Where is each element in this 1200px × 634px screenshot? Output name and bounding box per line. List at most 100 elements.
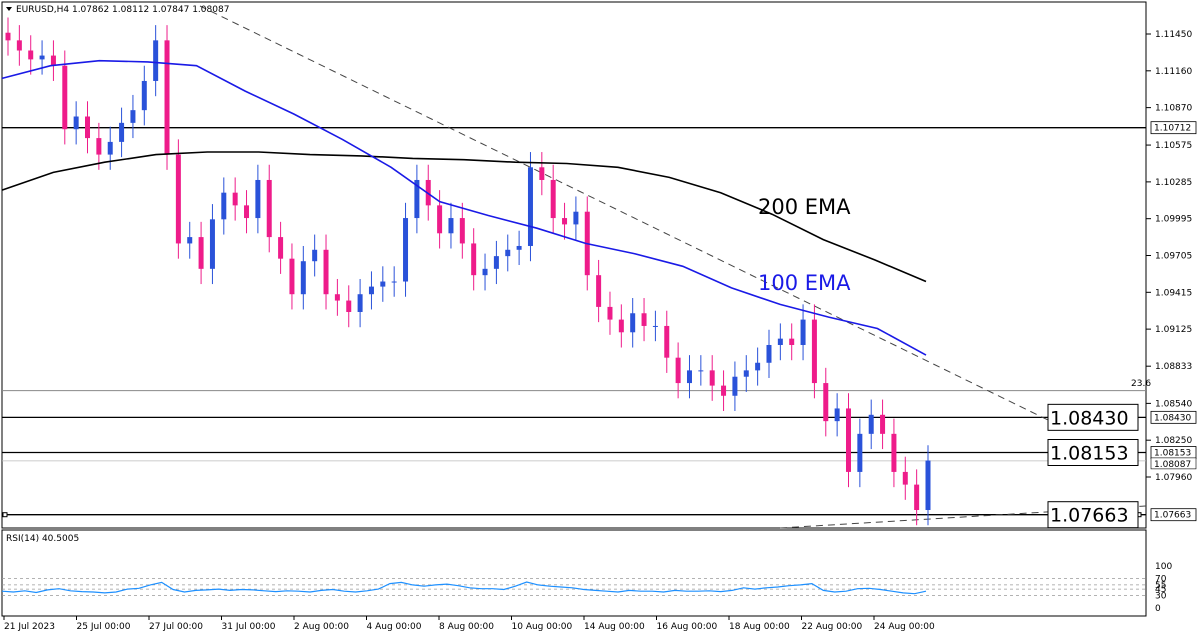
candle-body: [902, 471, 908, 485]
candle-body: [925, 460, 931, 511]
candle-body: [914, 484, 920, 511]
symbol-header: EURUSD,H4 1.07862 1.08112 1.07847 1.0808…: [16, 5, 229, 15]
price-tick-label: 1.11450: [1155, 30, 1192, 40]
candle-body: [686, 370, 692, 384]
candle-body: [391, 281, 397, 283]
time-tick-label: 18 Aug 00:00: [729, 622, 790, 632]
candle-body: [789, 338, 795, 345]
candle-body: [209, 219, 215, 269]
ema-lines: [1, 59, 927, 356]
candle-body: [516, 245, 522, 250]
candle-body: [28, 50, 34, 60]
level-callout-box: [1047, 501, 1139, 529]
candle-body: [448, 218, 454, 234]
candle-body: [175, 154, 181, 244]
level-axis-box: [1150, 508, 1197, 522]
dropdown-triangle-icon[interactable]: [6, 7, 12, 11]
candle-body: [630, 313, 636, 333]
horizontal-levels: [2, 127, 1146, 518]
candle-body: [800, 319, 806, 345]
time-tick-label: 4 Aug 00:00: [367, 622, 422, 632]
level-callout-box: [1047, 403, 1139, 431]
candle-body: [266, 179, 272, 238]
rsi-tick-label: 30: [1155, 591, 1167, 601]
candle-body: [62, 65, 68, 130]
price-axis: 1.11450 1.11160 1.10870 1.10575 1.10285 1.099…: [1146, 30, 1197, 522]
time-tick-label: 8 Aug 00:00: [439, 622, 494, 632]
ema100-label: 100 EMA: [758, 271, 851, 295]
candle-body: [16, 40, 22, 51]
time-tick-label: 2 Aug 00:00: [294, 622, 349, 632]
candle-body: [698, 370, 704, 372]
candle-body: [380, 281, 386, 287]
candle-body: [130, 110, 136, 123]
candle-body: [641, 313, 647, 326]
current-price-box: [1150, 457, 1197, 470]
price-tick-label: 1.09705: [1155, 252, 1192, 262]
candle-body: [198, 237, 204, 269]
level-axis-box: [1150, 410, 1197, 424]
price-tick-label: 1.09995: [1155, 215, 1192, 225]
candle-body: [505, 249, 511, 257]
candle-body: [232, 192, 238, 206]
candle-body: [493, 256, 499, 269]
candle-body: [153, 40, 159, 81]
candle-body: [437, 205, 443, 234]
rsi-line-group: [1, 581, 927, 595]
candle-body: [664, 325, 670, 358]
candle-body: [550, 179, 556, 219]
candle-body: [539, 167, 545, 180]
price-tick-label: 1.08540: [1155, 399, 1192, 409]
rsi-tick-label: 45: [1155, 585, 1166, 595]
time-tick-label: 14 Aug 00:00: [584, 622, 645, 632]
candle-body: [766, 344, 772, 363]
rsi-guide-lines: [2, 578, 1146, 596]
candle-body: [346, 300, 352, 312]
rsi-header: RSI(14) 40.5005: [6, 534, 79, 544]
level-axis-label: 1.08430: [1154, 413, 1191, 423]
candle-body: [73, 116, 79, 130]
level-callouts: 1.08430 1.08153 1.07663: [1047, 403, 1139, 529]
candle-body: [868, 414, 874, 434]
level-axis-label: 1.10712: [1154, 124, 1191, 134]
level-handle[interactable]: [2, 512, 8, 518]
candle-body: [85, 116, 91, 139]
price-tick-label: 1.09125: [1155, 325, 1192, 335]
candle-body: [607, 306, 613, 320]
price-tick-label: 1.10575: [1155, 141, 1192, 151]
fib-label: 23.6: [1131, 379, 1151, 389]
rsi-panel: [1, 529, 1147, 617]
candle-body: [141, 80, 147, 111]
current-price-label: 1.08087: [1154, 460, 1191, 470]
ema200-line[interactable]: [1, 151, 927, 283]
level-callout-label: 1.08153: [1050, 443, 1129, 465]
candle-body: [312, 249, 318, 262]
candle-body: [187, 237, 193, 244]
level-axis-label: 1.08153: [1154, 449, 1191, 459]
price-tick-label: 1.08833: [1155, 362, 1192, 372]
rsi-line[interactable]: [1, 581, 927, 595]
candle-body: [5, 32, 11, 41]
candle-body: [471, 243, 477, 276]
candle-body: [857, 433, 863, 472]
candle-body: [732, 376, 738, 396]
candle-body: [459, 218, 465, 244]
candle-body: [323, 249, 329, 295]
time-axis: 21 Jul 2023 25 Jul 00:00 27 Jul 00:00 31 Ju…: [3, 616, 935, 632]
candle-body: [845, 408, 851, 472]
time-tick-label: 21 Jul 2023: [4, 622, 55, 632]
time-tick-label: 16 Aug 00:00: [657, 622, 718, 632]
candle-body: [39, 55, 45, 60]
candle-body: [300, 261, 306, 295]
candle-body: [244, 205, 250, 219]
candle-body: [834, 408, 840, 422]
candle-body: [891, 433, 897, 472]
candle-body: [880, 414, 886, 434]
candle-body: [278, 237, 284, 259]
time-tick-label: 31 Jul 00:00: [222, 622, 276, 632]
candle-body: [107, 141, 113, 155]
candle-body: [811, 319, 817, 384]
rsi-tick-label: 0: [1155, 604, 1161, 614]
ema100-line[interactable]: [1, 59, 927, 356]
